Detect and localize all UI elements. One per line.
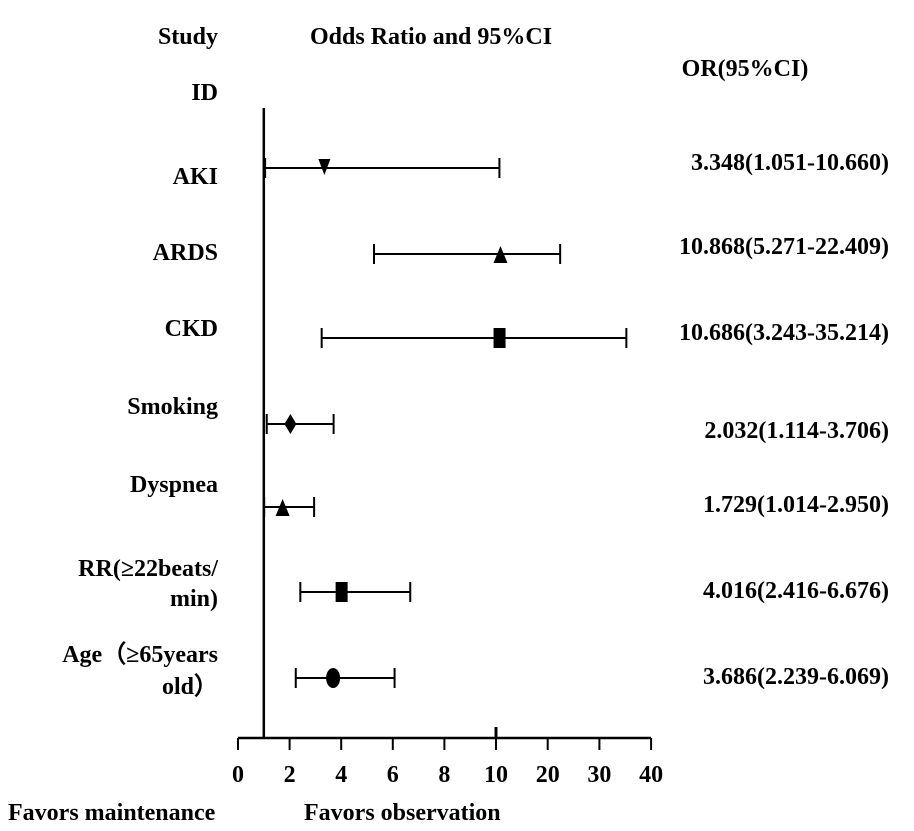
or-ci-value: 3.348(1.051-10.660) xyxy=(691,150,889,176)
point-estimate-marker xyxy=(318,159,331,175)
row-label: CKD xyxy=(165,316,218,342)
x-tick-label: 4 xyxy=(335,762,347,788)
forest-row: RR(≥22beats/min) 4.016(2.416-6.676) xyxy=(78,556,889,612)
point-estimate-marker xyxy=(493,246,508,263)
x-tick-label: 20 xyxy=(536,762,560,788)
x-tick-label: 0 xyxy=(232,762,244,788)
or-ci-value: 3.686(2.239-6.069) xyxy=(703,664,889,690)
favors-maintenance-label: Favors maintenance xyxy=(8,800,216,826)
forest-row: Dyspnea 1.729(1.014-2.950) xyxy=(130,472,889,518)
favors-observation-label: Favors observation xyxy=(304,800,501,826)
x-tick-label: 2 xyxy=(284,762,296,788)
row-label: Age（≥65years xyxy=(62,641,218,668)
point-estimate-marker xyxy=(284,414,297,434)
study-header: Study xyxy=(158,24,218,50)
row-label: old） xyxy=(162,673,218,700)
chart-title: Odds Ratio and 95%CI xyxy=(310,24,552,50)
x-tick-label: 40 xyxy=(639,762,663,788)
or-ci-value: 2.032(1.114-3.706) xyxy=(704,418,889,444)
or-ci-value: 1.729(1.014-2.950) xyxy=(703,492,889,518)
row-label: min) xyxy=(170,586,218,612)
x-axis: 0 2 4 6 8 10 20 30 40 xyxy=(232,727,663,788)
forest-row: ARDS 10.868(5.271-22.409) xyxy=(153,234,889,266)
or-ci-value: 4.016(2.416-6.676) xyxy=(703,578,889,604)
or-ci-value: 10.868(5.271-22.409) xyxy=(679,234,889,260)
or-ci-value: 10.686(3.243-35.214) xyxy=(679,320,889,346)
row-label: RR(≥22beats/ xyxy=(78,556,218,582)
forest-row: Age（≥65years old） 3.686(2.239-6.069) xyxy=(62,641,889,700)
forest-row: AKI 3.348(1.051-10.660) xyxy=(173,150,889,190)
row-label: Dyspnea xyxy=(130,472,218,498)
point-estimate-marker xyxy=(275,499,290,516)
x-tick-label: 30 xyxy=(587,762,611,788)
x-tick-label: 10 xyxy=(484,762,508,788)
point-estimate-marker xyxy=(335,582,348,602)
x-tick-label: 6 xyxy=(387,762,399,788)
x-tick-label: 8 xyxy=(438,762,450,788)
or-header: OR(95%CI) xyxy=(682,56,809,82)
forest-row: CKD 10.686(3.243-35.214) xyxy=(165,316,889,348)
id-header: ID xyxy=(191,80,218,106)
row-label: AKI xyxy=(173,164,218,190)
point-estimate-marker xyxy=(493,328,506,348)
row-label: Smoking xyxy=(127,394,218,420)
row-label: ARDS xyxy=(153,240,218,266)
forest-rows: AKI 3.348(1.051-10.660) ARDS 10.868(5.271-2… xyxy=(62,108,889,738)
forest-row: Smoking 2.032(1.114-3.706) xyxy=(127,394,889,444)
point-estimate-marker xyxy=(326,668,341,688)
